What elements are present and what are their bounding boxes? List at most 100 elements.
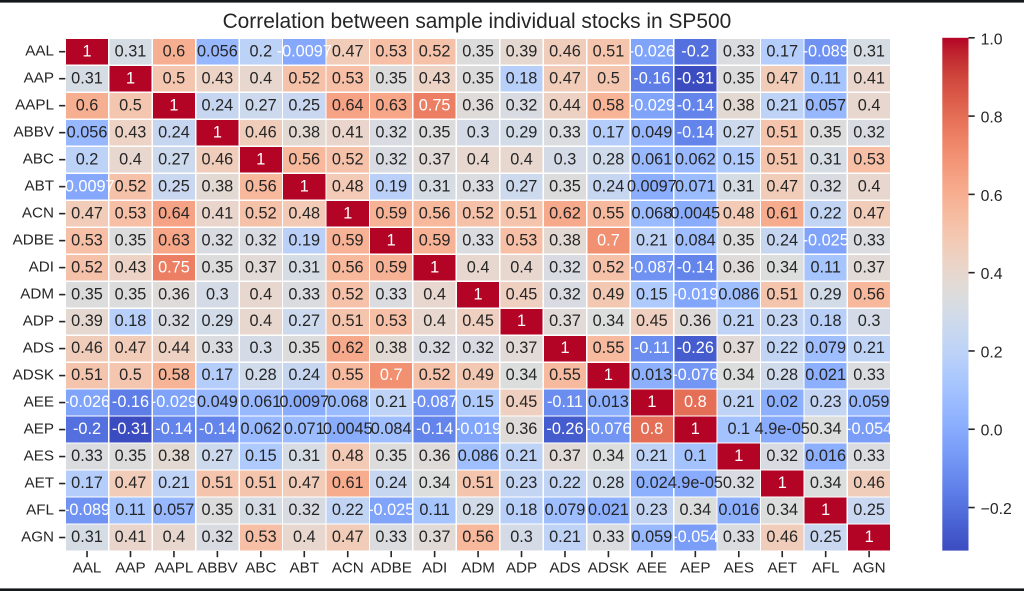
svg-text:0.34: 0.34 — [593, 312, 625, 330]
svg-text:0.33: 0.33 — [375, 528, 407, 546]
svg-text:0.21: 0.21 — [723, 393, 755, 411]
svg-text:-0.089: -0.089 — [64, 501, 110, 519]
svg-text:ADS: ADS — [549, 560, 580, 577]
svg-text:−0.2: −0.2 — [981, 501, 1012, 518]
svg-text:0.4: 0.4 — [250, 69, 273, 87]
svg-text:0.29: 0.29 — [506, 123, 538, 141]
svg-text:0.47: 0.47 — [549, 69, 581, 87]
svg-text:0.27: 0.27 — [245, 96, 277, 114]
svg-text:0.51: 0.51 — [506, 204, 538, 222]
svg-text:0.35: 0.35 — [375, 69, 407, 87]
svg-text:0.4: 0.4 — [250, 285, 273, 303]
svg-text:0.31: 0.31 — [71, 528, 103, 546]
svg-text:0.32: 0.32 — [202, 528, 234, 546]
svg-text:1: 1 — [213, 123, 222, 141]
svg-text:0.071: 0.071 — [675, 177, 716, 195]
svg-text:0.24: 0.24 — [288, 366, 320, 384]
svg-text:Correlation between sample ind: Correlation between sample individual st… — [223, 10, 732, 33]
svg-text:0.36: 0.36 — [723, 258, 755, 276]
svg-text:0.59: 0.59 — [419, 231, 451, 249]
svg-text:0.35: 0.35 — [419, 123, 451, 141]
svg-text:1: 1 — [300, 177, 309, 195]
svg-text:0.32: 0.32 — [723, 474, 755, 492]
svg-text:1: 1 — [474, 285, 483, 303]
svg-text:0.37: 0.37 — [506, 339, 538, 357]
svg-text:0.4: 0.4 — [250, 312, 273, 330]
svg-text:AEP: AEP — [24, 420, 54, 437]
svg-text:ABC: ABC — [245, 560, 276, 577]
svg-text:0.31: 0.31 — [288, 447, 320, 465]
svg-text:0.0045: 0.0045 — [323, 420, 373, 438]
svg-text:0.36: 0.36 — [506, 420, 538, 438]
svg-text:0.45: 0.45 — [636, 312, 668, 330]
svg-text:0.32: 0.32 — [202, 231, 234, 249]
svg-text:0.36: 0.36 — [679, 312, 711, 330]
svg-text:-0.0097: -0.0097 — [277, 42, 332, 60]
svg-text:1: 1 — [430, 258, 439, 276]
svg-text:0.23: 0.23 — [766, 312, 798, 330]
svg-text:0.21: 0.21 — [766, 96, 798, 114]
svg-text:ADI: ADI — [29, 258, 54, 275]
svg-text:0.33: 0.33 — [549, 123, 581, 141]
svg-text:0.47: 0.47 — [288, 474, 320, 492]
svg-text:0.33: 0.33 — [853, 447, 885, 465]
svg-text:0.41: 0.41 — [115, 528, 147, 546]
svg-text:0.35: 0.35 — [202, 258, 234, 276]
svg-text:1: 1 — [865, 528, 874, 546]
svg-text:0.4: 0.4 — [467, 258, 490, 276]
svg-text:0.45: 0.45 — [506, 393, 538, 411]
svg-text:0.6: 0.6 — [981, 188, 1003, 205]
svg-text:0.3: 0.3 — [250, 339, 273, 357]
svg-text:0.013: 0.013 — [632, 366, 673, 384]
svg-text:-0.026: -0.026 — [629, 42, 675, 60]
svg-text:AAL: AAL — [73, 560, 102, 577]
svg-text:0.29: 0.29 — [202, 312, 234, 330]
svg-text:0.1: 0.1 — [684, 447, 707, 465]
svg-text:0.56: 0.56 — [853, 285, 885, 303]
svg-text:0.37: 0.37 — [853, 258, 885, 276]
svg-text:0.4: 0.4 — [423, 285, 446, 303]
svg-text:1: 1 — [604, 366, 613, 384]
svg-text:0.53: 0.53 — [375, 312, 407, 330]
svg-text:0.059: 0.059 — [849, 393, 890, 411]
svg-text:0.4: 0.4 — [467, 150, 490, 168]
svg-text:0.2: 0.2 — [981, 344, 1003, 361]
svg-text:0.32: 0.32 — [549, 285, 581, 303]
svg-text:-0.026: -0.026 — [64, 393, 110, 411]
svg-text:0.52: 0.52 — [115, 177, 147, 195]
svg-text:AES: AES — [24, 447, 54, 464]
svg-text:0.33: 0.33 — [375, 285, 407, 303]
svg-text:0.32: 0.32 — [462, 339, 494, 357]
svg-text:0.36: 0.36 — [158, 285, 190, 303]
svg-text:0.21: 0.21 — [636, 231, 668, 249]
svg-text:1: 1 — [734, 447, 743, 465]
svg-text:0.4: 0.4 — [293, 528, 316, 546]
svg-text:-0.14: -0.14 — [677, 96, 714, 114]
svg-text:0.59: 0.59 — [375, 258, 407, 276]
svg-text:0.34: 0.34 — [810, 474, 842, 492]
svg-text:0.43: 0.43 — [115, 123, 147, 141]
svg-text:0.24: 0.24 — [766, 231, 798, 249]
svg-text:0.8: 0.8 — [684, 393, 707, 411]
svg-text:0.46: 0.46 — [202, 150, 234, 168]
svg-text:0.52: 0.52 — [462, 204, 494, 222]
svg-text:0.37: 0.37 — [419, 528, 451, 546]
svg-text:0.084: 0.084 — [371, 420, 412, 438]
svg-text:0.33: 0.33 — [462, 177, 494, 195]
svg-text:1: 1 — [647, 393, 656, 411]
svg-text:0.75: 0.75 — [419, 96, 451, 114]
svg-text:ABT: ABT — [24, 177, 54, 194]
svg-text:0.35: 0.35 — [549, 177, 581, 195]
svg-text:AES: AES — [724, 560, 754, 577]
svg-text:0.34: 0.34 — [593, 447, 625, 465]
svg-text:0.31: 0.31 — [853, 42, 885, 60]
svg-text:AAP: AAP — [24, 69, 54, 86]
svg-text:0.25: 0.25 — [158, 177, 190, 195]
svg-text:0.56: 0.56 — [462, 528, 494, 546]
svg-text:0.53: 0.53 — [375, 42, 407, 60]
svg-text:0.52: 0.52 — [71, 258, 103, 276]
svg-text:0.33: 0.33 — [723, 42, 755, 60]
svg-text:0.18: 0.18 — [810, 312, 842, 330]
svg-text:0.52: 0.52 — [593, 258, 625, 276]
svg-text:0.19: 0.19 — [375, 177, 407, 195]
